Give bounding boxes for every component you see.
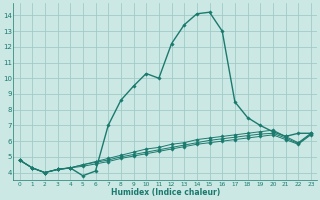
X-axis label: Humidex (Indice chaleur): Humidex (Indice chaleur) — [111, 188, 220, 197]
